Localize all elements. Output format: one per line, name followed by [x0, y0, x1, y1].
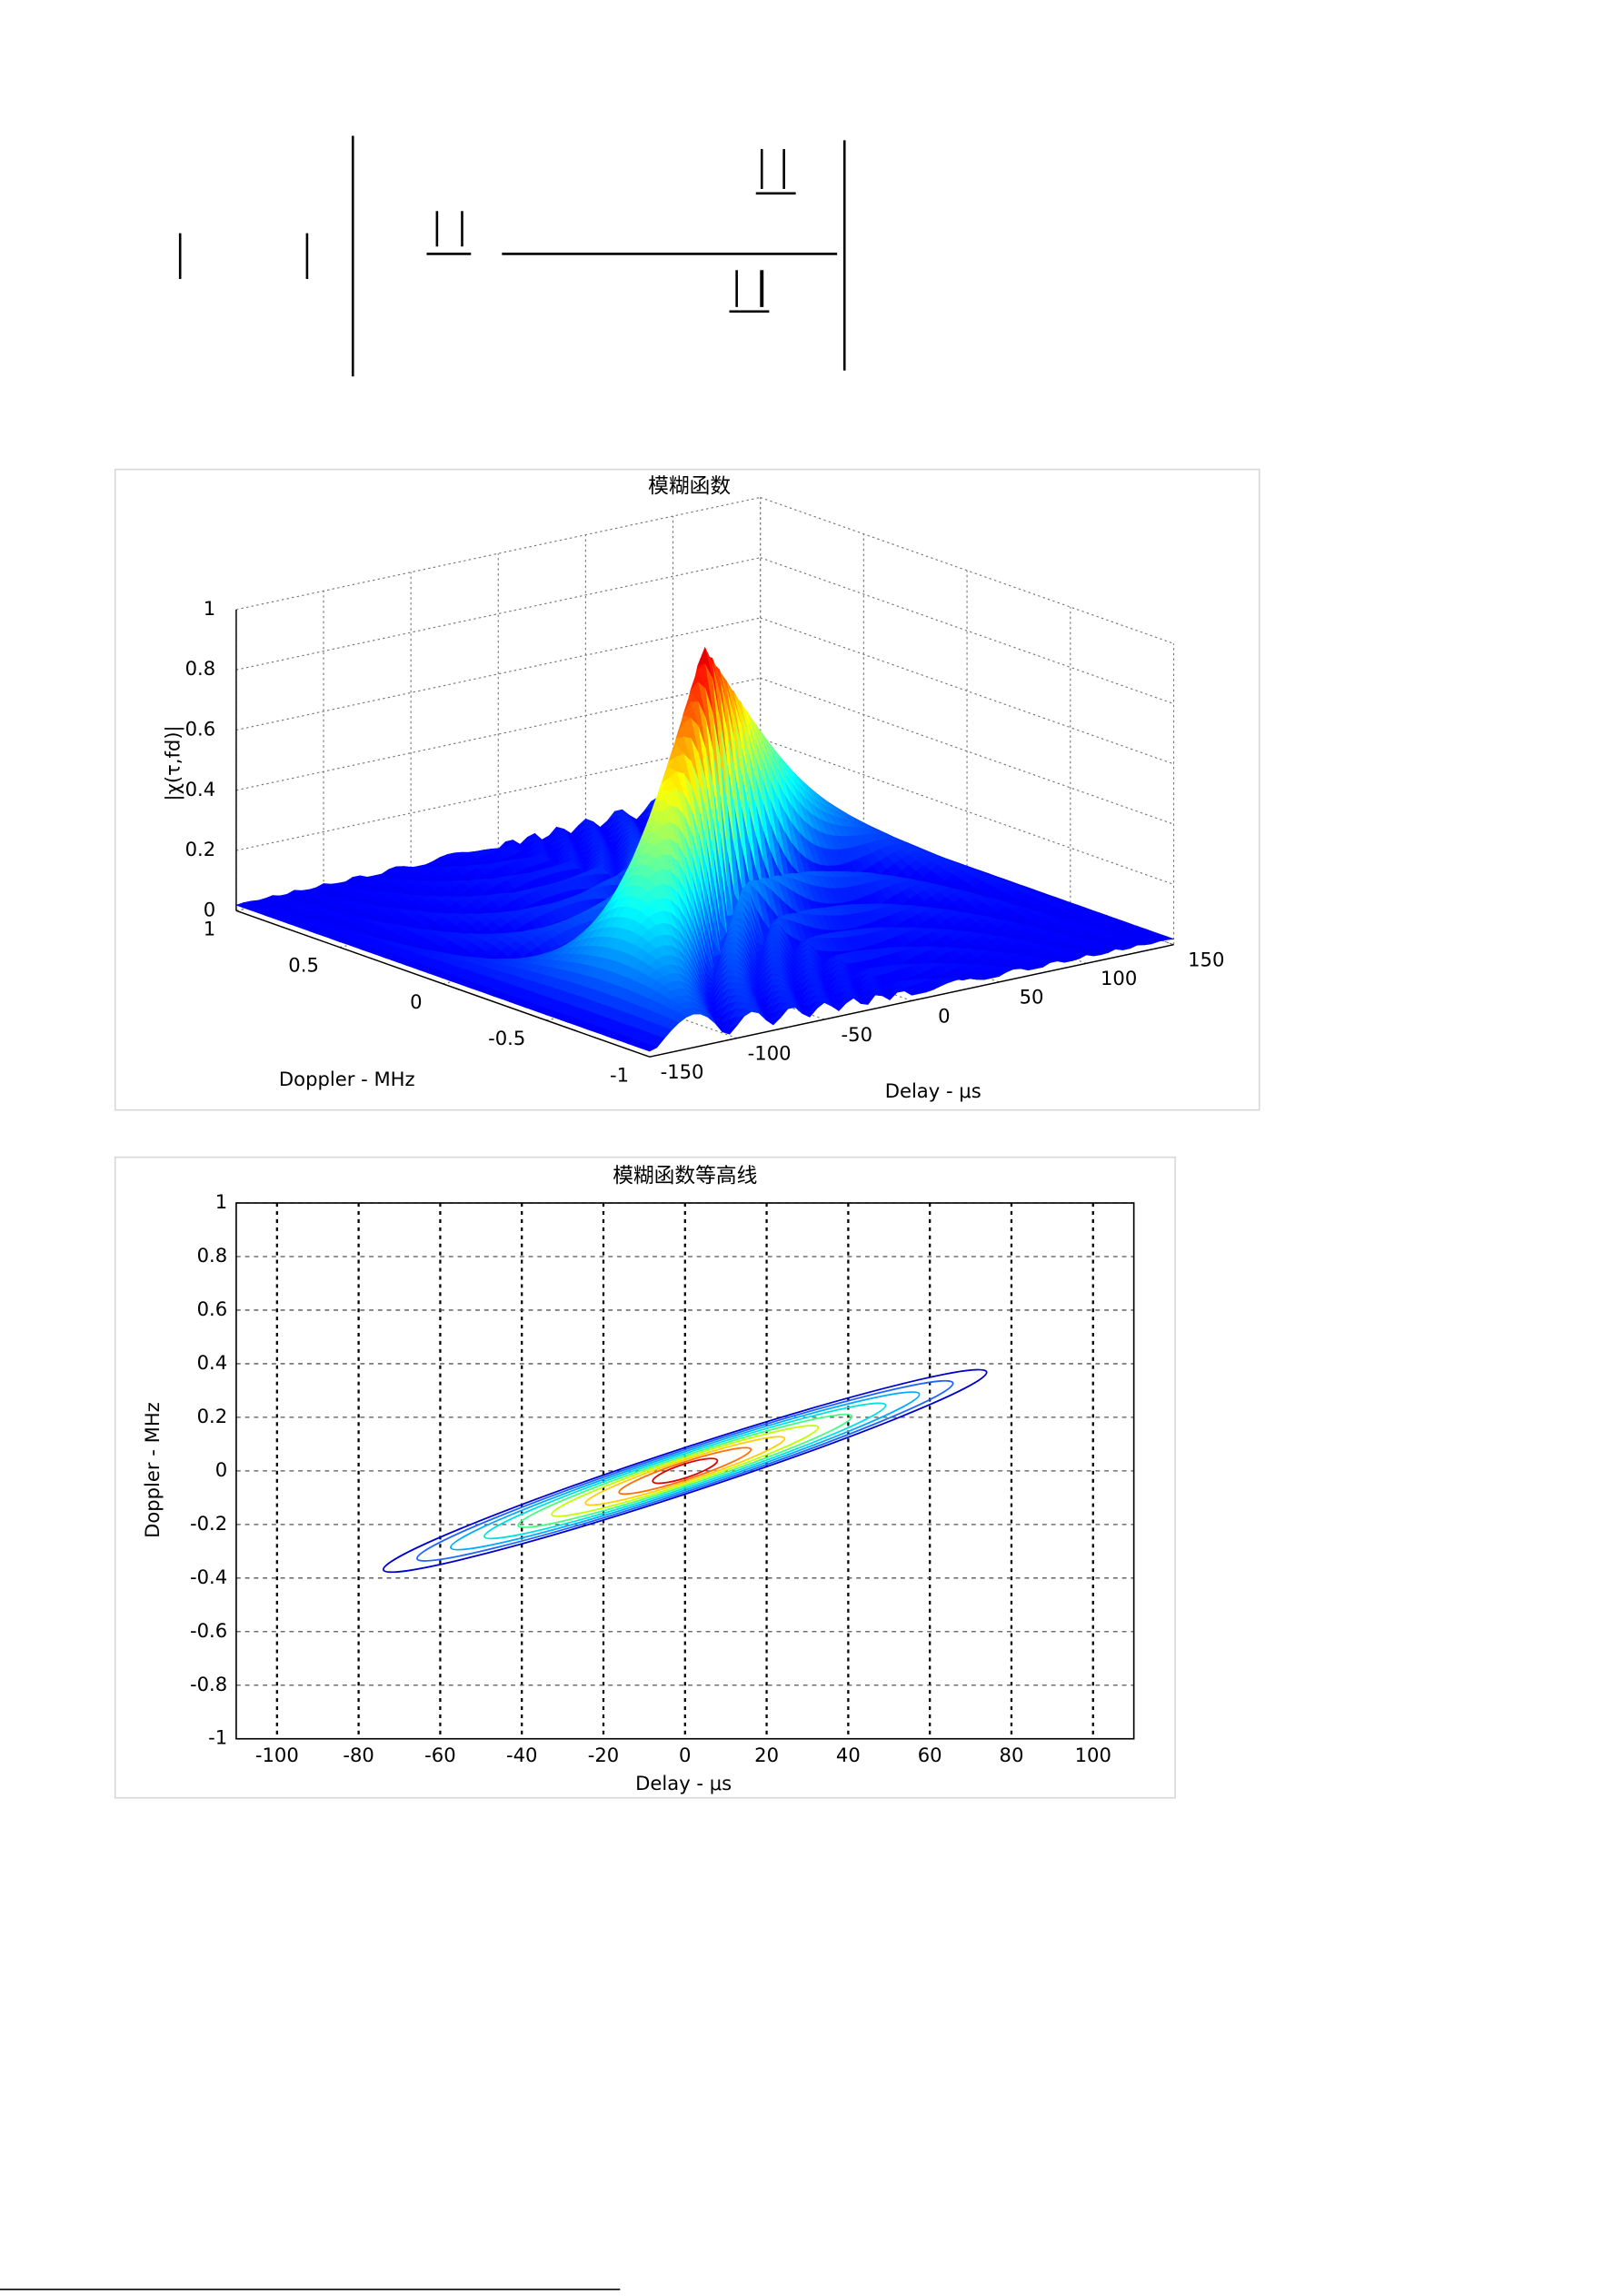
- grid-line: [235, 557, 761, 671]
- y-tick-label: -1: [610, 1063, 629, 1086]
- figure-frame: [114, 1156, 1176, 1799]
- y-tick-label: 1: [215, 1190, 227, 1213]
- grid-line: [235, 738, 761, 851]
- contour-line: [450, 1391, 921, 1551]
- formula: [178, 135, 846, 377]
- contour-line: [551, 1425, 820, 1517]
- x-tick-label: -60: [424, 1744, 455, 1766]
- z-tick-label: 0.8: [185, 657, 216, 680]
- x-tick-label: 100: [1101, 967, 1137, 989]
- x-tick-label: -20: [588, 1744, 619, 1766]
- y-tick-label: -1: [208, 1726, 227, 1749]
- x-tick-label: 60: [918, 1744, 942, 1766]
- x-tick-label: -150: [661, 1060, 704, 1083]
- axis-line: [649, 944, 1174, 1058]
- x-tick-label: -100: [748, 1041, 792, 1064]
- grid-line: [760, 617, 1174, 765]
- axis-line: [235, 909, 651, 1058]
- grid-line: [760, 677, 1174, 825]
- y-tick-label: -0.5: [488, 1027, 525, 1049]
- contour-line: [652, 1457, 719, 1485]
- grid-line: [760, 496, 1174, 644]
- grid-line: [760, 557, 1174, 705]
- y-tick-label: -0.4: [190, 1565, 227, 1588]
- y-tick-label: -0.8: [190, 1673, 227, 1695]
- contour-line: [483, 1402, 887, 1540]
- x-tick-label: -80: [343, 1744, 374, 1766]
- x-tick-label: -50: [842, 1023, 872, 1046]
- grid-line: [760, 738, 1174, 885]
- y-axis-label: Doppler - MHz: [279, 1068, 415, 1090]
- chart-title: 模糊函数等高线: [613, 1164, 757, 1188]
- x-axis-label: Delay - μs: [635, 1772, 732, 1794]
- z-tick-label: 0.4: [185, 778, 216, 800]
- grid-line: [235, 677, 761, 791]
- y-tick-label: -0.6: [190, 1619, 227, 1642]
- y-tick-label: -0.2: [190, 1512, 227, 1535]
- x-tick-label: 0: [679, 1744, 691, 1766]
- contour-line: [618, 1446, 752, 1496]
- z-axis-label: |χ(τ,fd)|: [162, 725, 185, 800]
- x-tick-label: 50: [1020, 986, 1044, 1009]
- contour-line: [517, 1413, 853, 1528]
- grid-line: [235, 617, 761, 731]
- y-tick-label: 1: [204, 917, 215, 939]
- z-tick-label: 0.2: [185, 838, 216, 860]
- y-tick-label: 0: [410, 990, 422, 1013]
- x-tick-label: 0: [938, 1004, 950, 1027]
- surface-patch: [641, 1044, 658, 1052]
- y-tick-label: 0.2: [197, 1405, 228, 1427]
- z-tick-label: 0.6: [185, 718, 216, 740]
- y-tick-label: 0.6: [197, 1297, 228, 1320]
- y-tick-label: 0.4: [197, 1351, 228, 1374]
- z-tick-label: 0: [204, 898, 215, 920]
- grid-line: [235, 496, 761, 611]
- contour-line: [0, 50, 10, 525]
- axes-box: [235, 1202, 1135, 1740]
- contours: [0, 50, 988, 1574]
- z-tick-label: 1: [204, 597, 215, 620]
- x-tick-label: -40: [506, 1744, 537, 1766]
- x-tick-label: 150: [1188, 949, 1224, 971]
- contour-line: [382, 1368, 988, 1574]
- y-axis-label: Doppler - MHz: [141, 1402, 164, 1538]
- x-tick-label: 100: [1075, 1744, 1111, 1766]
- y-tick-label: 0.5: [288, 954, 319, 977]
- x-tick-label: -100: [255, 1744, 299, 1766]
- x-axis-label: Delay - μs: [885, 1079, 981, 1102]
- y-tick-label: 0: [215, 1458, 227, 1481]
- surface: [234, 646, 1174, 1052]
- x-tick-label: 40: [836, 1744, 861, 1766]
- contour-line: [416, 1379, 954, 1562]
- x-tick-label: 80: [1000, 1744, 1024, 1766]
- x-tick-label: 20: [754, 1744, 779, 1766]
- contour-line: [584, 1436, 786, 1506]
- y-tick-label: 0.8: [197, 1244, 228, 1267]
- chart-title: 模糊函数: [648, 475, 731, 499]
